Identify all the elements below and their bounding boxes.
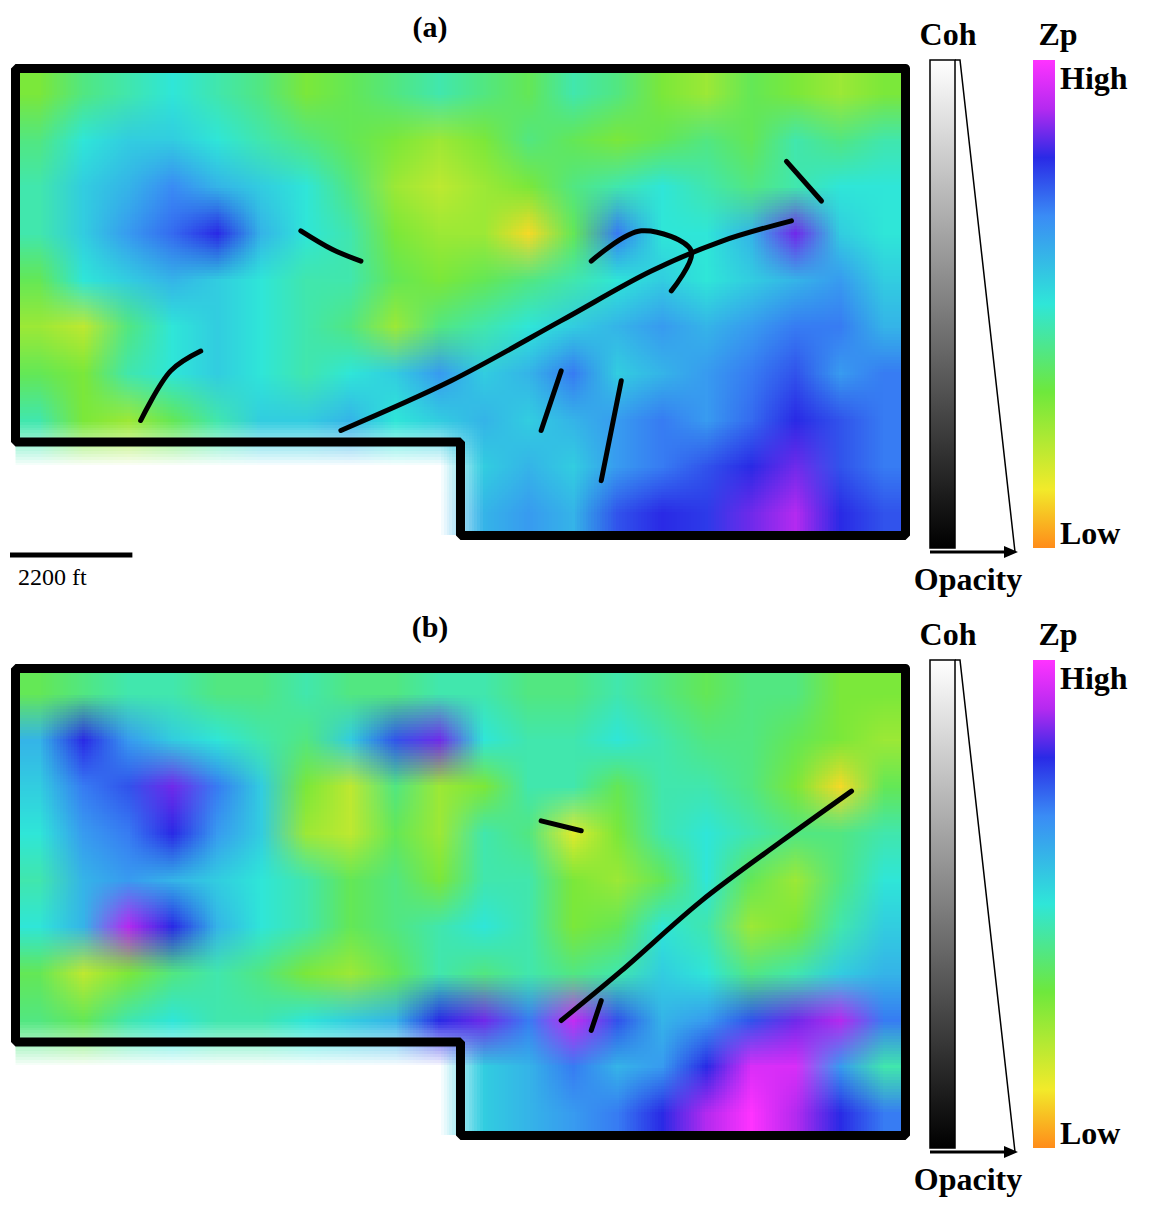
svg-text:Low: Low [1060, 1115, 1120, 1151]
html-text:(b): (b) [411, 610, 449, 643]
svg-text:High: High [1060, 60, 1128, 96]
svg-text:High: High [1060, 660, 1128, 696]
svg-text:Low: Low [1060, 515, 1120, 551]
svg-text:Zp: Zp [1038, 616, 1077, 652]
html-text:(a): (a) [412, 10, 448, 43]
svg-text:Coh: Coh [920, 16, 977, 52]
svg-text:Zp: Zp [1038, 16, 1077, 52]
svg-text:Coh: Coh [920, 616, 977, 652]
svg-text:Opacity: Opacity [914, 1161, 1022, 1197]
svg-text:Opacity: Opacity [914, 561, 1022, 597]
svg-text:2200 ft: 2200 ft [18, 564, 87, 590]
